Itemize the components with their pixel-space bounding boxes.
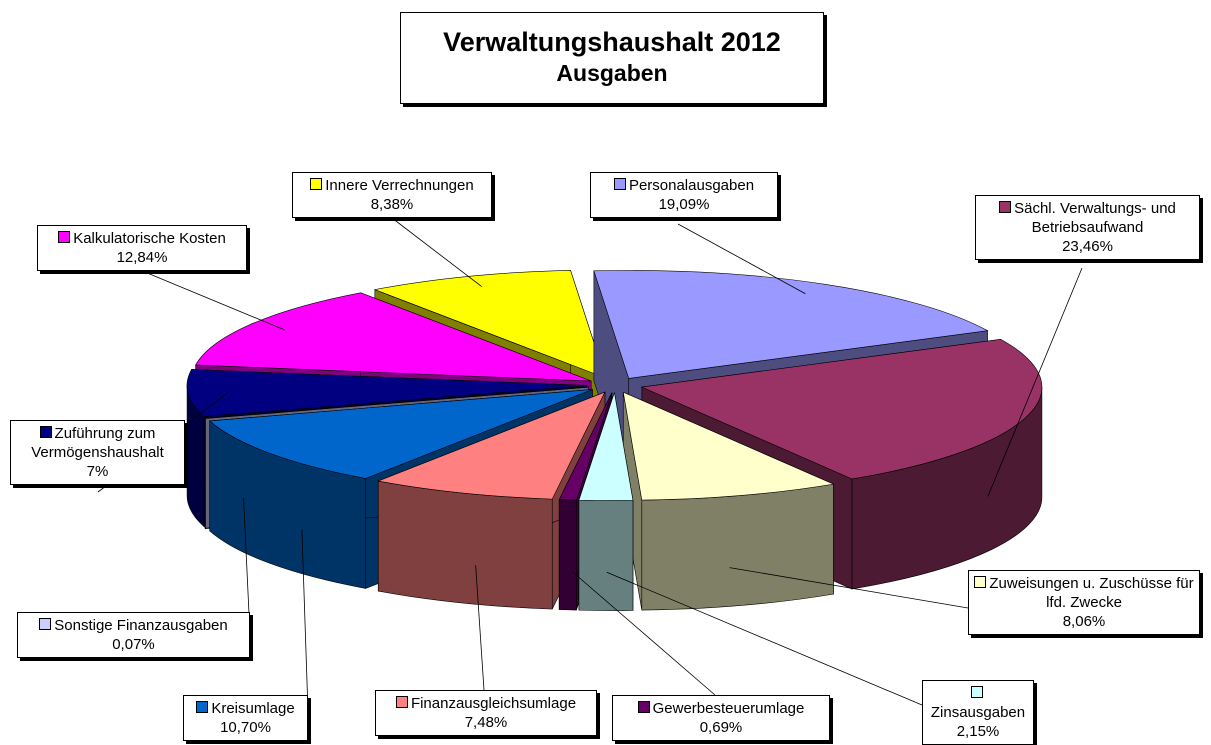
- category-label: Sonstige Finanzausgaben: [54, 617, 228, 634]
- legend-swatch: [310, 178, 323, 190]
- leader-line: [475, 565, 485, 691]
- category-label: Zuweisungen u. Zuschüsse für lfd. Zwecke: [989, 575, 1194, 611]
- category-label: Kreisumlage: [211, 700, 295, 717]
- leader-line: [391, 217, 482, 287]
- value-label: 0,07%: [112, 636, 155, 653]
- slice: [640, 339, 1043, 480]
- data-label: Sächl. Verwaltungs- und Betriebsaufwand 2…: [975, 195, 1200, 260]
- title-box: Verwaltungshaushalt 2012 Ausgaben: [400, 12, 824, 104]
- leader-line: [139, 269, 285, 331]
- data-label: Zuweisungen u. Zuschüsse für lfd. Zwecke…: [968, 570, 1200, 635]
- leader-line: [677, 223, 806, 295]
- legend-swatch: [974, 576, 987, 588]
- data-label: Personalausgaben 19,09%: [590, 172, 778, 218]
- slice: [209, 389, 593, 479]
- slice-side: [558, 499, 577, 611]
- slice: [622, 391, 835, 501]
- category-label: Zinsausgaben: [930, 704, 1026, 721]
- category-label: Zuführung zum Vermögenshaushalt: [31, 425, 164, 461]
- data-label: Finanzausgleichsumlage 7,48%: [375, 690, 597, 736]
- legend-swatch: [637, 701, 650, 713]
- slice: [578, 392, 634, 501]
- value-label: 0,69%: [699, 719, 743, 736]
- value-label: 12,84%: [116, 249, 168, 266]
- legend-swatch: [395, 696, 408, 708]
- leader-line: [301, 529, 309, 713]
- value-label: 2,15%: [956, 723, 1000, 740]
- category-label: Kalkulatorische Kosten: [73, 230, 226, 247]
- legend-swatch: [58, 231, 71, 243]
- legend-swatch: [613, 178, 626, 190]
- category-label: Sächl. Verwaltungs- und Betriebsaufwand: [1014, 200, 1176, 236]
- data-label: Kalkulatorische Kosten 12,84%: [37, 225, 247, 271]
- data-label: Sonstige Finanzausgaben 0,07%: [17, 612, 250, 658]
- slice: [195, 292, 592, 382]
- slice-side: [377, 480, 553, 610]
- category-label: Gewerbesteuerumlage: [652, 700, 805, 717]
- slice: [377, 391, 606, 500]
- data-label: Innere Verrechnungen 8,38%: [292, 172, 492, 218]
- legend-swatch: [196, 701, 209, 713]
- legend-swatch: [39, 426, 52, 438]
- category-label: Personalausgaben: [628, 177, 755, 194]
- legend-swatch: [39, 618, 52, 630]
- leader-line: [571, 571, 716, 696]
- leader-line: [729, 567, 969, 609]
- category-label: Finanzausgleichsumlage: [410, 695, 577, 712]
- slice-side: [204, 417, 206, 530]
- slice: [558, 392, 613, 501]
- value-label: 10,70%: [220, 719, 271, 736]
- slice-side: [641, 483, 834, 611]
- slice: [186, 369, 588, 417]
- value-label: 7,48%: [464, 714, 508, 731]
- data-label: Kreisumlage 10,70%: [183, 695, 308, 741]
- legend-swatch: [999, 201, 1012, 213]
- slice: [204, 386, 589, 419]
- data-label: Zinsausgaben 2,15%: [922, 680, 1034, 745]
- legend-swatch: [970, 686, 983, 698]
- value-label: 19,09%: [658, 196, 710, 213]
- value-label: 23,46%: [1062, 238, 1113, 255]
- value-label: 7%: [86, 463, 109, 480]
- value-label: 8,06%: [1062, 613, 1106, 630]
- slice-side: [578, 499, 634, 611]
- slice: [593, 270, 989, 379]
- data-label: Zuführung zum Vermögenshaushalt 7%: [10, 420, 185, 485]
- chart-title: Verwaltungshaushalt 2012: [443, 27, 781, 57]
- leader-line: [606, 571, 923, 706]
- category-label: Innere Verrechnungen: [325, 177, 474, 194]
- chart-subtitle: Ausgaben: [556, 60, 668, 86]
- data-label: Gewerbesteuerumlage 0,69%: [612, 695, 830, 741]
- value-label: 8,38%: [370, 196, 414, 213]
- leader-line: [987, 267, 1083, 497]
